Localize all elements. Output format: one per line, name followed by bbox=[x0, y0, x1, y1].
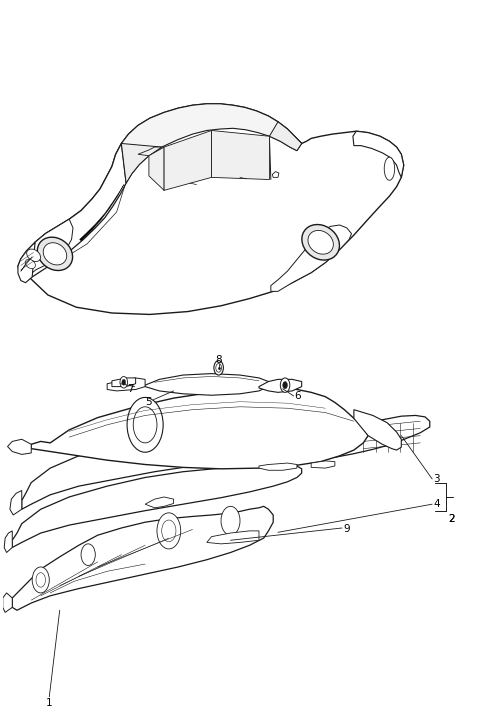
Polygon shape bbox=[3, 593, 12, 612]
Circle shape bbox=[157, 513, 180, 549]
Text: 4: 4 bbox=[433, 499, 440, 509]
Circle shape bbox=[280, 378, 290, 393]
Circle shape bbox=[36, 573, 46, 587]
Polygon shape bbox=[145, 497, 174, 507]
Circle shape bbox=[122, 379, 126, 385]
Polygon shape bbox=[80, 185, 124, 241]
Polygon shape bbox=[107, 378, 145, 391]
Polygon shape bbox=[121, 143, 162, 183]
Polygon shape bbox=[18, 104, 404, 315]
Ellipse shape bbox=[25, 260, 36, 268]
Polygon shape bbox=[31, 388, 368, 469]
Polygon shape bbox=[164, 130, 212, 190]
Polygon shape bbox=[212, 130, 269, 180]
Circle shape bbox=[214, 361, 223, 375]
Text: 9: 9 bbox=[343, 524, 350, 534]
Circle shape bbox=[81, 544, 96, 566]
Polygon shape bbox=[354, 410, 401, 450]
Polygon shape bbox=[12, 465, 301, 547]
Polygon shape bbox=[259, 379, 301, 393]
Polygon shape bbox=[12, 506, 273, 610]
Polygon shape bbox=[22, 422, 354, 509]
Circle shape bbox=[120, 377, 128, 388]
Ellipse shape bbox=[302, 225, 339, 260]
Polygon shape bbox=[8, 439, 31, 454]
Circle shape bbox=[32, 567, 49, 593]
Polygon shape bbox=[29, 143, 126, 277]
Circle shape bbox=[283, 382, 288, 389]
Polygon shape bbox=[149, 147, 164, 190]
Text: 3: 3 bbox=[433, 474, 440, 484]
Polygon shape bbox=[138, 147, 162, 156]
Polygon shape bbox=[278, 446, 306, 460]
Polygon shape bbox=[121, 104, 301, 183]
Polygon shape bbox=[306, 415, 430, 459]
Ellipse shape bbox=[384, 157, 395, 180]
Text: 2: 2 bbox=[448, 513, 455, 523]
Circle shape bbox=[221, 506, 240, 535]
Polygon shape bbox=[207, 531, 259, 544]
Text: 1: 1 bbox=[46, 698, 53, 707]
Polygon shape bbox=[29, 220, 73, 276]
Text: 7: 7 bbox=[127, 384, 133, 394]
Polygon shape bbox=[353, 131, 404, 177]
Polygon shape bbox=[259, 463, 297, 470]
Circle shape bbox=[162, 520, 176, 542]
Polygon shape bbox=[18, 242, 35, 283]
Text: 5: 5 bbox=[145, 397, 152, 406]
Ellipse shape bbox=[308, 230, 333, 254]
Circle shape bbox=[216, 364, 221, 372]
Polygon shape bbox=[272, 172, 279, 177]
Polygon shape bbox=[259, 450, 283, 459]
Polygon shape bbox=[10, 491, 22, 515]
Text: 2: 2 bbox=[448, 513, 455, 523]
Circle shape bbox=[133, 407, 157, 443]
Ellipse shape bbox=[43, 243, 67, 265]
Polygon shape bbox=[145, 374, 268, 395]
Polygon shape bbox=[269, 122, 301, 150]
Polygon shape bbox=[112, 378, 136, 387]
Ellipse shape bbox=[27, 249, 41, 262]
Polygon shape bbox=[271, 225, 351, 292]
Text: 8: 8 bbox=[216, 355, 222, 365]
Circle shape bbox=[127, 398, 163, 452]
Text: 6: 6 bbox=[295, 391, 301, 401]
Polygon shape bbox=[311, 461, 335, 468]
Polygon shape bbox=[4, 531, 12, 553]
Ellipse shape bbox=[37, 237, 72, 270]
